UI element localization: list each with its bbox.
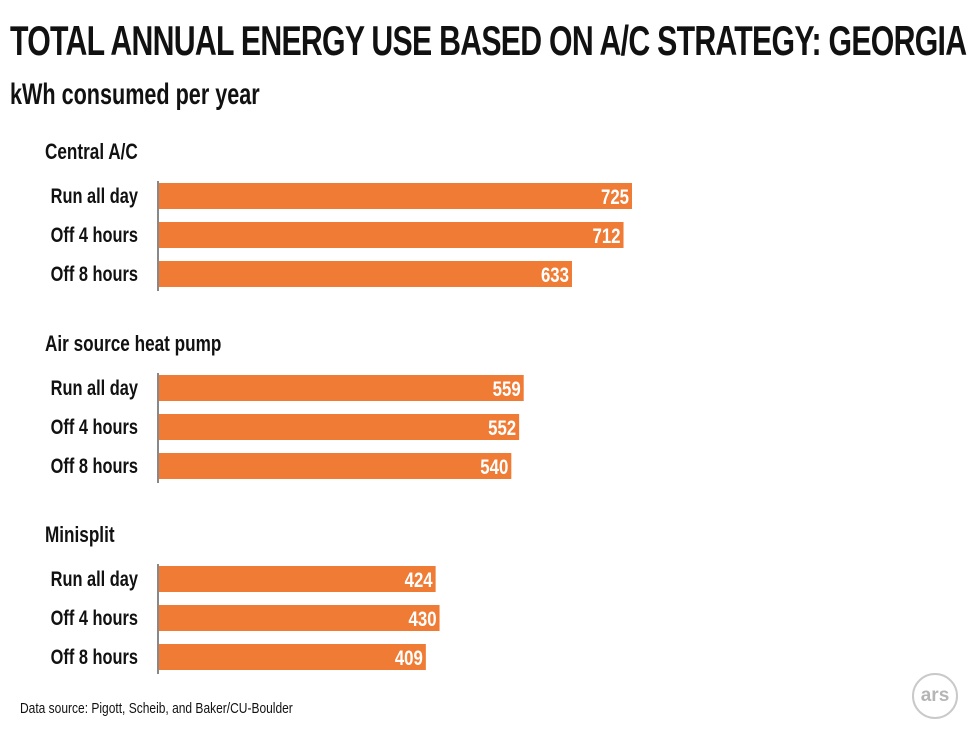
value-label: 712 bbox=[593, 225, 621, 248]
group-label: Central A/C bbox=[45, 140, 138, 165]
bar bbox=[159, 183, 632, 209]
data-source: Data source: Pigott, Scheib, and Baker/C… bbox=[20, 700, 293, 717]
category-label: Off 8 hours bbox=[51, 645, 138, 668]
bar bbox=[159, 605, 440, 631]
category-label: Run all day bbox=[51, 376, 139, 399]
ars-logo: ars bbox=[912, 673, 958, 719]
bar bbox=[159, 261, 572, 287]
value-label: 430 bbox=[409, 608, 437, 631]
category-label: Off 8 hours bbox=[51, 454, 138, 477]
value-label: 540 bbox=[480, 456, 508, 479]
bar bbox=[159, 375, 524, 401]
group-label: Minisplit bbox=[45, 523, 115, 548]
bar bbox=[159, 453, 512, 479]
bar bbox=[159, 222, 624, 248]
value-label: 559 bbox=[493, 378, 521, 401]
category-label: Off 4 hours bbox=[51, 415, 138, 438]
value-label: 633 bbox=[541, 264, 569, 287]
bar-chart: Central A/C Run all day 725 Off 4 hours 712 O… bbox=[45, 140, 632, 674]
value-label: 725 bbox=[601, 186, 629, 209]
value-label: 424 bbox=[405, 569, 433, 592]
category-label: Off 4 hours bbox=[51, 606, 138, 629]
category-label: Run all day bbox=[51, 567, 139, 590]
chart-title: TOTAL ANNUAL ENERGY USE BASED ON A/C STR… bbox=[10, 17, 967, 64]
group-label: Air source heat pump bbox=[45, 332, 221, 357]
bar bbox=[159, 566, 436, 592]
bar bbox=[159, 644, 426, 670]
category-label: Run all day bbox=[51, 184, 139, 207]
category-label: Off 4 hours bbox=[51, 223, 138, 246]
value-label: 552 bbox=[488, 417, 516, 440]
value-label: 409 bbox=[395, 647, 423, 670]
chart-subtitle: kWh consumed per year bbox=[10, 78, 260, 111]
bar bbox=[159, 414, 520, 440]
ars-logo-text: ars bbox=[920, 685, 950, 706]
category-label: Off 8 hours bbox=[51, 262, 138, 285]
